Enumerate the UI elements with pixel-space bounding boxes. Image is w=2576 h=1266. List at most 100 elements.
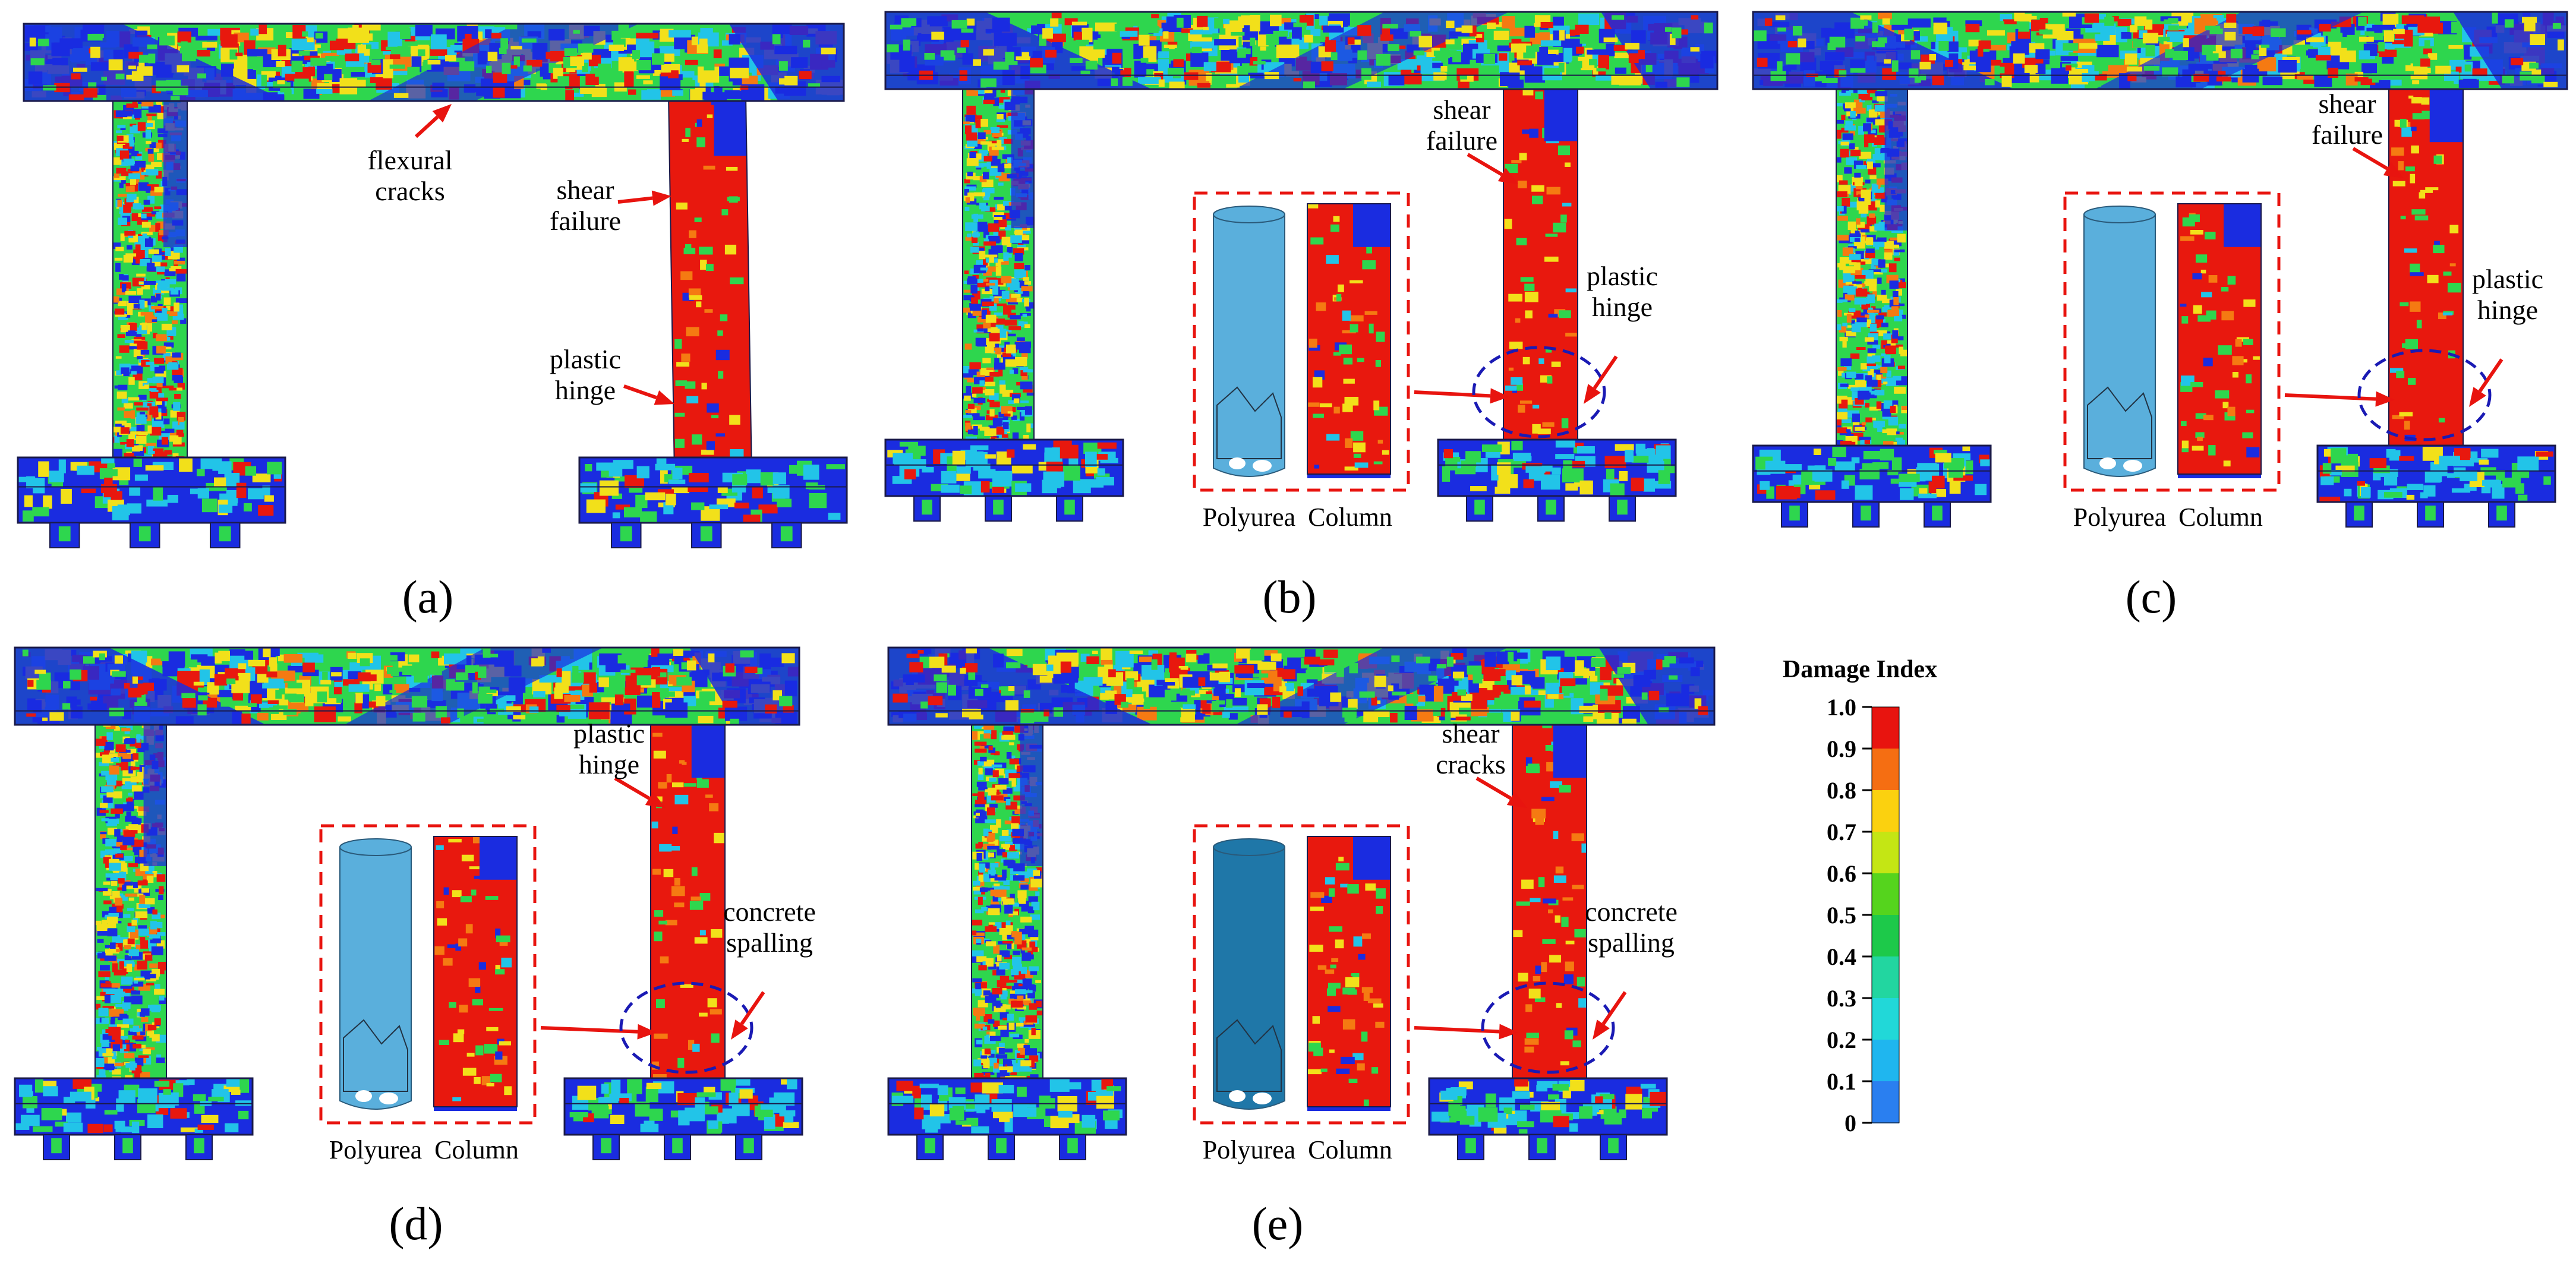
panel-e-caption-column: Column bbox=[1308, 1135, 1392, 1164]
panel-d-annot-top: plastic hinge bbox=[573, 718, 645, 779]
panel-d: Polyurea Column plastic hinge concrete spalli… bbox=[0, 636, 868, 1249]
panel-a-annot-hinge: plastic hinge bbox=[550, 344, 621, 405]
panel-c-arrow-top bbox=[2352, 147, 2404, 178]
panel-c-inset: Polyurea Column bbox=[2063, 191, 2281, 532]
panel-c: Polyurea Column shear failure plastic hinge (… bbox=[1747, 0, 2576, 623]
legend-band bbox=[1872, 915, 1899, 957]
panel-e-left-column bbox=[971, 718, 1043, 1088]
legend-tick-label: 1.0 bbox=[1827, 694, 1856, 721]
panel-b-polyurea-jacket bbox=[1213, 214, 1285, 477]
panel-d-caption-column: Column bbox=[434, 1135, 519, 1164]
panel-e-caption-polyurea: Polyurea bbox=[1203, 1135, 1295, 1164]
panel-e-arrow-inset bbox=[1414, 1024, 1518, 1040]
panel-d-arrow-top bbox=[614, 776, 666, 808]
panel-c-hinge-ellipse bbox=[2357, 349, 2492, 441]
legend-band bbox=[1872, 749, 1899, 791]
legend-tick-label: 0.9 bbox=[1827, 735, 1856, 762]
panel-c-label: (c) bbox=[2125, 571, 2177, 623]
panel-d-left-footing bbox=[14, 1077, 254, 1160]
panel-c-right-column bbox=[2388, 83, 2464, 452]
panel-d-left-column bbox=[94, 718, 167, 1088]
panel-c-drawing: Polyurea Column shear failure plastic hinge bbox=[1752, 11, 2568, 532]
panel-b-right-footing bbox=[1437, 438, 1677, 522]
panel-d-inset-frame bbox=[319, 824, 537, 1125]
panel-d-inset-column bbox=[433, 836, 518, 1107]
panel-e-hinge-ellipse bbox=[1481, 981, 1615, 1074]
panel-e-inset-column bbox=[1307, 836, 1391, 1107]
panel-b-right-column bbox=[1503, 83, 1578, 446]
panel-d-inset: Polyurea Column bbox=[319, 824, 537, 1164]
panel-a-left-column bbox=[112, 94, 188, 476]
panel-d-right-footing bbox=[563, 1077, 803, 1160]
panel-d-drawing: Polyurea Column plastic hinge concrete spalli… bbox=[14, 646, 816, 1164]
panel-e-polyurea-jacket bbox=[1213, 847, 1285, 1110]
panel-b-caption-column: Column bbox=[1308, 503, 1392, 532]
panel-a-right-column bbox=[667, 94, 753, 476]
legend-tick-label: 0.1 bbox=[1827, 1068, 1856, 1095]
panel-e-right-column bbox=[1512, 718, 1587, 1088]
panel-a-annot-shear: shear failure bbox=[550, 175, 621, 236]
panel-e-inset: Polyurea Column bbox=[1193, 824, 1410, 1164]
legend-band bbox=[1872, 956, 1899, 999]
panel-b-left-footing bbox=[884, 438, 1124, 522]
panel-e-right-footing bbox=[1428, 1077, 1668, 1160]
legend-tick-label: 0.8 bbox=[1827, 777, 1856, 804]
panel-b: Polyurea Column shear failure plastic hinge (… bbox=[879, 0, 1729, 623]
panel-a-label: (a) bbox=[402, 571, 454, 623]
legend-tick-label: 0 bbox=[1844, 1110, 1856, 1136]
panel-b-arrow-top bbox=[1467, 153, 1518, 184]
panel-c-caption-column: Column bbox=[2178, 503, 2263, 532]
panel-c-annot-top: shear failure bbox=[2312, 89, 2383, 150]
panel-e-annot-bottom: concrete spalling bbox=[1585, 896, 1678, 958]
panel-e-annot-top: shear cracks bbox=[1436, 718, 1505, 779]
panel-b-inset-frame bbox=[1193, 191, 1410, 492]
panel-d-polyurea-jacket bbox=[339, 847, 412, 1110]
panel-c-inset-frame bbox=[2063, 191, 2281, 492]
panel-b-annot-bottom: plastic hinge bbox=[1587, 261, 1658, 322]
damage-index-legend: Damage Index 1.0 0.9 0.8 0.7 0.6 0.5 0.4 0.3 0.2 0… bbox=[1747, 653, 1973, 1176]
legend-title: Damage Index bbox=[1783, 656, 1937, 683]
panel-d-arrow-inset bbox=[540, 1024, 657, 1040]
legend-drawing: Damage Index 1.0 0.9 0.8 0.7 0.6 0.5 0.4 0.3 0.2 0… bbox=[1783, 656, 1937, 1136]
legend-band bbox=[1872, 832, 1899, 874]
panel-c-polyurea-jacket bbox=[2083, 214, 2156, 477]
panel-b-annot-top: shear failure bbox=[1426, 94, 1497, 156]
panel-d-hinge-ellipse bbox=[619, 981, 753, 1074]
panel-b-drawing: Polyurea Column shear failure plastic hinge bbox=[884, 11, 1719, 532]
legend-tick-label: 0.4 bbox=[1827, 943, 1856, 970]
panel-c-left-footing bbox=[1752, 444, 1992, 528]
panel-c-arrow-bottom bbox=[2469, 358, 2504, 407]
legend-band bbox=[1872, 707, 1899, 749]
legend-band bbox=[1872, 873, 1899, 915]
panel-b-label: (b) bbox=[1262, 571, 1317, 623]
panel-e-inset-frame bbox=[1193, 824, 1410, 1125]
panel-d-left-footing-pile-1 bbox=[114, 1134, 141, 1160]
legend-tick-label: 0.6 bbox=[1827, 860, 1856, 887]
panel-d-label: (d) bbox=[389, 1198, 443, 1249]
panel-d-cap-beam bbox=[14, 646, 800, 726]
panel-a-drawing: flexural cracks shear failure plastic hinge bbox=[17, 23, 848, 548]
panel-a-right-footing bbox=[578, 456, 848, 548]
panel-d-caption-polyurea: Polyurea bbox=[329, 1135, 422, 1164]
legend-band bbox=[1872, 790, 1899, 832]
panel-a-arrow-flexural bbox=[414, 104, 452, 138]
panel-b-hinge-ellipse bbox=[1472, 346, 1606, 438]
legend-tick-label: 0.3 bbox=[1827, 985, 1856, 1012]
panel-a-arrow-hinge bbox=[623, 384, 674, 405]
panel-c-cap-beam bbox=[1752, 11, 2568, 90]
panel-e-drawing: Polyurea Column shear cracks concrete spallin… bbox=[887, 646, 1716, 1164]
panel-b-inset-column bbox=[1307, 203, 1391, 475]
panel-b-caption-polyurea: Polyurea bbox=[1203, 503, 1295, 532]
legend-band bbox=[1872, 998, 1899, 1040]
panel-c-left-column bbox=[1836, 83, 1908, 452]
panel-e: Polyurea Column shear cracks concrete spallin… bbox=[879, 636, 1729, 1249]
panel-d-arrow-bottom bbox=[731, 991, 765, 1040]
legend-tick-label: 0.2 bbox=[1827, 1027, 1856, 1053]
panel-c-right-footing bbox=[2316, 444, 2556, 528]
panel-c-caption-polyurea: Polyurea bbox=[2073, 503, 2166, 532]
panel-a-arrow-shear bbox=[617, 190, 671, 206]
panel-b-arrow-bottom bbox=[1584, 355, 1618, 404]
panel-b-inset: Polyurea Column bbox=[1193, 191, 1410, 532]
panel-c-annot-bottom: plastic hinge bbox=[2472, 264, 2543, 325]
